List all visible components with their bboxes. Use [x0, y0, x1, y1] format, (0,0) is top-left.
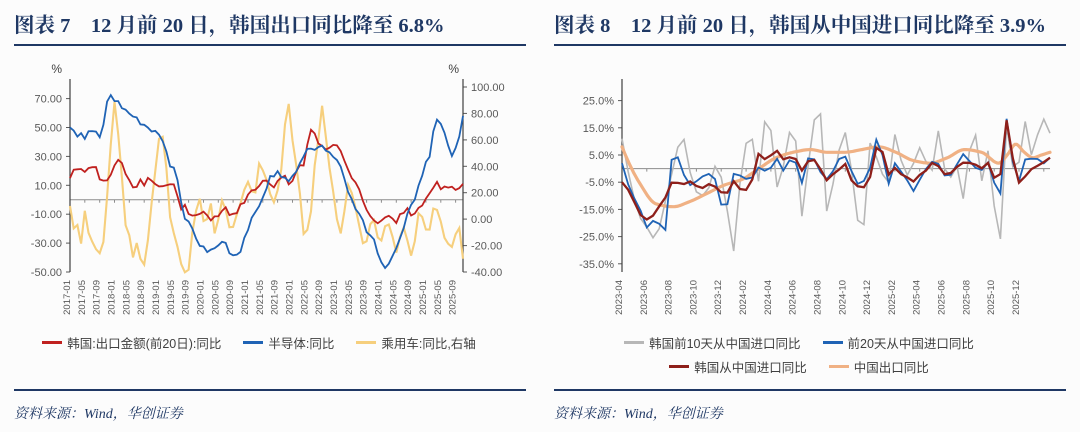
svg-text:70.00: 70.00	[34, 94, 62, 106]
svg-text:2017-09: 2017-09	[92, 280, 103, 315]
svg-text:2022-01: 2022-01	[285, 280, 296, 315]
svg-text:80.00: 80.00	[471, 108, 499, 120]
svg-text:0.00: 0.00	[471, 214, 492, 226]
svg-text:-20.00: -20.00	[471, 241, 502, 253]
svg-text:2025-10: 2025-10	[986, 280, 997, 315]
svg-text:15.0%: 15.0%	[583, 123, 614, 135]
svg-text:2019-09: 2019-09	[181, 280, 192, 315]
svg-text:2022-05: 2022-05	[299, 280, 310, 315]
svg-text:10.00: 10.00	[34, 180, 62, 192]
svg-text:2024-04: 2024-04	[763, 280, 774, 315]
svg-text:2024-02: 2024-02	[738, 280, 749, 315]
svg-text:2023-05: 2023-05	[344, 280, 355, 315]
svg-text:2020-05: 2020-05	[210, 280, 221, 315]
svg-text:5.0%: 5.0%	[589, 150, 614, 162]
svg-text:2024-01: 2024-01	[373, 280, 384, 315]
svg-text:2019-01: 2019-01	[151, 280, 162, 315]
svg-text:100.00: 100.00	[471, 82, 505, 94]
svg-text:50.00: 50.00	[34, 123, 62, 135]
svg-text:2025-04: 2025-04	[912, 280, 923, 315]
svg-text:2018-09: 2018-09	[136, 280, 147, 315]
svg-text:2023-12: 2023-12	[713, 280, 724, 315]
svg-text:2025-06: 2025-06	[937, 280, 948, 315]
svg-text:-15.0%: -15.0%	[579, 204, 614, 216]
svg-text:2020-09: 2020-09	[225, 280, 236, 315]
svg-text:2023-06: 2023-06	[639, 280, 650, 315]
svg-text:2025-09: 2025-09	[448, 280, 459, 315]
svg-text:2021-01: 2021-01	[240, 280, 251, 315]
svg-text:%: %	[51, 62, 62, 76]
svg-text:2018-05: 2018-05	[121, 280, 132, 315]
svg-text:40.00: 40.00	[471, 161, 499, 173]
svg-text:30.00: 30.00	[34, 151, 62, 163]
svg-text:2017-05: 2017-05	[77, 280, 88, 315]
svg-text:2022-09: 2022-09	[314, 280, 325, 315]
svg-text:-35.0%: -35.0%	[579, 259, 614, 271]
svg-text:-30.00: -30.00	[31, 238, 62, 250]
svg-text:2023-01: 2023-01	[329, 280, 340, 315]
svg-text:-50.00: -50.00	[31, 267, 62, 279]
svg-text:2021-09: 2021-09	[270, 280, 281, 315]
svg-text:%: %	[448, 62, 459, 76]
svg-text:2023-09: 2023-09	[359, 280, 370, 315]
svg-text:2025-02: 2025-02	[887, 280, 898, 315]
svg-text:2024-12: 2024-12	[862, 280, 873, 315]
svg-text:-40.00: -40.00	[471, 267, 502, 279]
svg-text:2023-04: 2023-04	[614, 280, 625, 315]
svg-text:2023-08: 2023-08	[664, 280, 675, 315]
svg-text:2019-05: 2019-05	[166, 280, 177, 315]
svg-text:2021-05: 2021-05	[255, 280, 266, 315]
svg-text:2020-01: 2020-01	[196, 280, 207, 315]
svg-text:20.00: 20.00	[471, 188, 499, 200]
svg-text:2024-05: 2024-05	[388, 280, 399, 315]
svg-text:25.0%: 25.0%	[583, 96, 614, 108]
svg-text:2024-09: 2024-09	[403, 280, 414, 315]
svg-text:-10.00: -10.00	[31, 209, 62, 221]
svg-text:2025-05: 2025-05	[433, 280, 444, 315]
svg-text:60.00: 60.00	[471, 135, 499, 147]
svg-text:2024-10: 2024-10	[837, 280, 848, 315]
svg-text:2025-01: 2025-01	[418, 280, 429, 315]
svg-text:-25.0%: -25.0%	[579, 232, 614, 244]
svg-text:2025-12: 2025-12	[1011, 280, 1022, 315]
svg-text:2024-08: 2024-08	[813, 280, 824, 315]
svg-text:2017-01: 2017-01	[62, 280, 73, 315]
svg-text:2023-10: 2023-10	[688, 280, 699, 315]
svg-text:-5.0%: -5.0%	[585, 177, 614, 189]
svg-text:2025-08: 2025-08	[961, 280, 972, 315]
svg-text:2024-06: 2024-06	[788, 280, 799, 315]
svg-text:2018-01: 2018-01	[107, 280, 118, 315]
